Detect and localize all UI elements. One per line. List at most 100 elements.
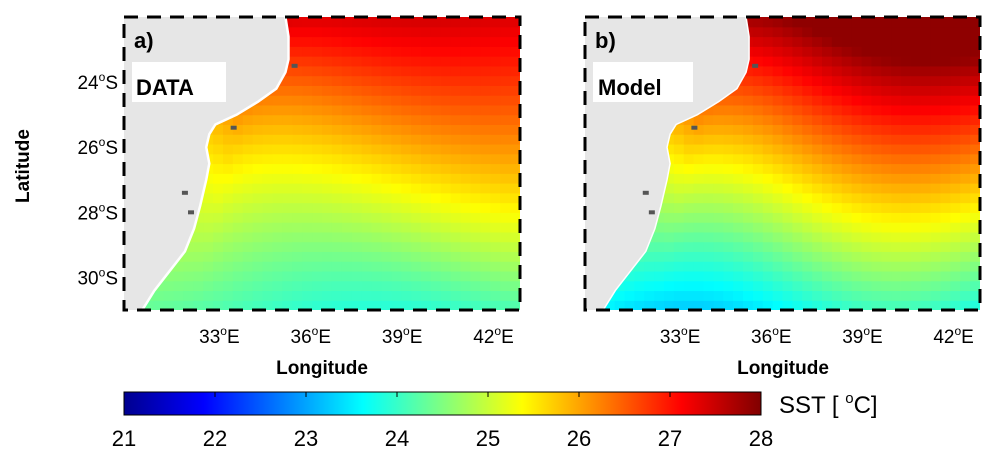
sst-cell xyxy=(861,26,872,38)
sst-cell xyxy=(920,75,932,86)
sst-cell xyxy=(470,222,481,233)
sst-cell xyxy=(713,280,724,292)
sst-cell xyxy=(940,290,951,301)
sst-cell xyxy=(341,163,353,174)
sst-cell xyxy=(470,65,481,77)
sst-cell xyxy=(802,251,813,262)
sst-cell xyxy=(341,251,353,262)
sst-cell xyxy=(871,95,882,106)
sst-cell xyxy=(772,153,784,165)
sst-cell xyxy=(703,300,714,310)
sst-cell xyxy=(881,85,892,96)
sst-cell xyxy=(831,95,843,106)
sst-cell xyxy=(440,36,452,47)
sst-cell xyxy=(910,270,922,282)
sst-cell xyxy=(733,251,744,262)
sst-cell xyxy=(282,173,293,184)
sst-cell xyxy=(930,95,942,106)
sst-cell xyxy=(242,124,254,135)
sst-cell xyxy=(881,26,892,38)
sst-cell xyxy=(822,300,833,310)
sst-cell xyxy=(450,124,462,135)
sst-cell xyxy=(351,270,363,282)
sst-cell xyxy=(430,104,442,116)
sst-cell xyxy=(361,124,373,135)
sst-cell xyxy=(871,261,882,272)
sst-cell xyxy=(401,173,412,184)
sst-cell xyxy=(391,212,402,223)
sst-cell xyxy=(371,17,382,28)
sst-cell xyxy=(762,222,774,233)
sst-cell xyxy=(693,183,705,194)
sst-cell xyxy=(302,163,313,174)
sst-cell xyxy=(262,251,274,262)
sst-cell xyxy=(693,124,705,135)
sst-cell xyxy=(401,114,412,126)
sst-cell xyxy=(970,46,980,57)
sst-cell xyxy=(163,300,175,310)
sst-cell xyxy=(802,17,813,28)
sst-cell xyxy=(331,202,343,213)
sst-cell xyxy=(470,124,481,135)
sst-cell xyxy=(401,143,412,155)
sst-cell xyxy=(401,212,412,223)
sst-cell xyxy=(421,212,432,223)
sst-cell xyxy=(723,280,734,292)
sst-cell xyxy=(223,202,234,213)
sst-cell xyxy=(440,104,452,116)
sst-cell xyxy=(703,183,714,194)
sst-cell xyxy=(713,163,724,174)
sst-cell xyxy=(920,17,932,28)
sst-cell xyxy=(401,134,412,145)
sst-cell xyxy=(322,85,333,96)
sst-cell xyxy=(440,231,452,243)
sst-cell xyxy=(673,192,685,204)
sst-cell xyxy=(411,134,422,145)
sst-cell xyxy=(970,104,980,116)
sst-cell xyxy=(782,85,793,96)
sst-cell xyxy=(401,65,412,77)
sst-cell xyxy=(743,114,754,126)
sst-cell xyxy=(302,114,313,126)
sst-cell xyxy=(411,56,422,67)
sst-cell xyxy=(322,17,333,28)
sst-cell xyxy=(752,251,764,262)
sst-cell xyxy=(881,231,892,243)
sst-cell xyxy=(910,104,922,116)
sst-cell xyxy=(341,46,353,57)
sst-cell xyxy=(930,26,942,38)
sst-cell xyxy=(901,261,912,272)
sst-cell xyxy=(782,153,793,165)
sst-cell xyxy=(822,163,833,174)
sst-cell xyxy=(772,192,784,204)
sst-cell xyxy=(213,241,224,252)
sst-cell xyxy=(381,95,392,106)
sst-cell xyxy=(292,290,303,301)
sst-cell xyxy=(802,212,813,223)
colorbar-tick-labels: 21 22 23 24 25 26 27 28 xyxy=(112,426,773,451)
sst-cell xyxy=(242,104,254,116)
sst-cell xyxy=(351,26,363,38)
sst-cell xyxy=(831,85,843,96)
sst-cell xyxy=(920,124,932,135)
sst-cell xyxy=(812,300,823,310)
sst-cell xyxy=(920,280,932,292)
sst-cell xyxy=(743,192,754,204)
sst-cell xyxy=(930,231,942,243)
sst-cell xyxy=(664,290,675,301)
sst-cell xyxy=(861,56,872,67)
sst-cell xyxy=(891,280,902,292)
sst-cell xyxy=(371,300,382,310)
sst-cell xyxy=(450,153,462,165)
sst-cell xyxy=(654,231,665,243)
sst-cell xyxy=(693,114,705,126)
sst-cell xyxy=(743,17,754,28)
sst-cell xyxy=(421,134,432,145)
sst-cell xyxy=(173,300,184,310)
sst-cell xyxy=(792,192,803,204)
sst-cell xyxy=(673,231,685,243)
sst-cell xyxy=(282,212,293,223)
sst-cell xyxy=(500,143,511,155)
sst-cell xyxy=(252,134,264,145)
